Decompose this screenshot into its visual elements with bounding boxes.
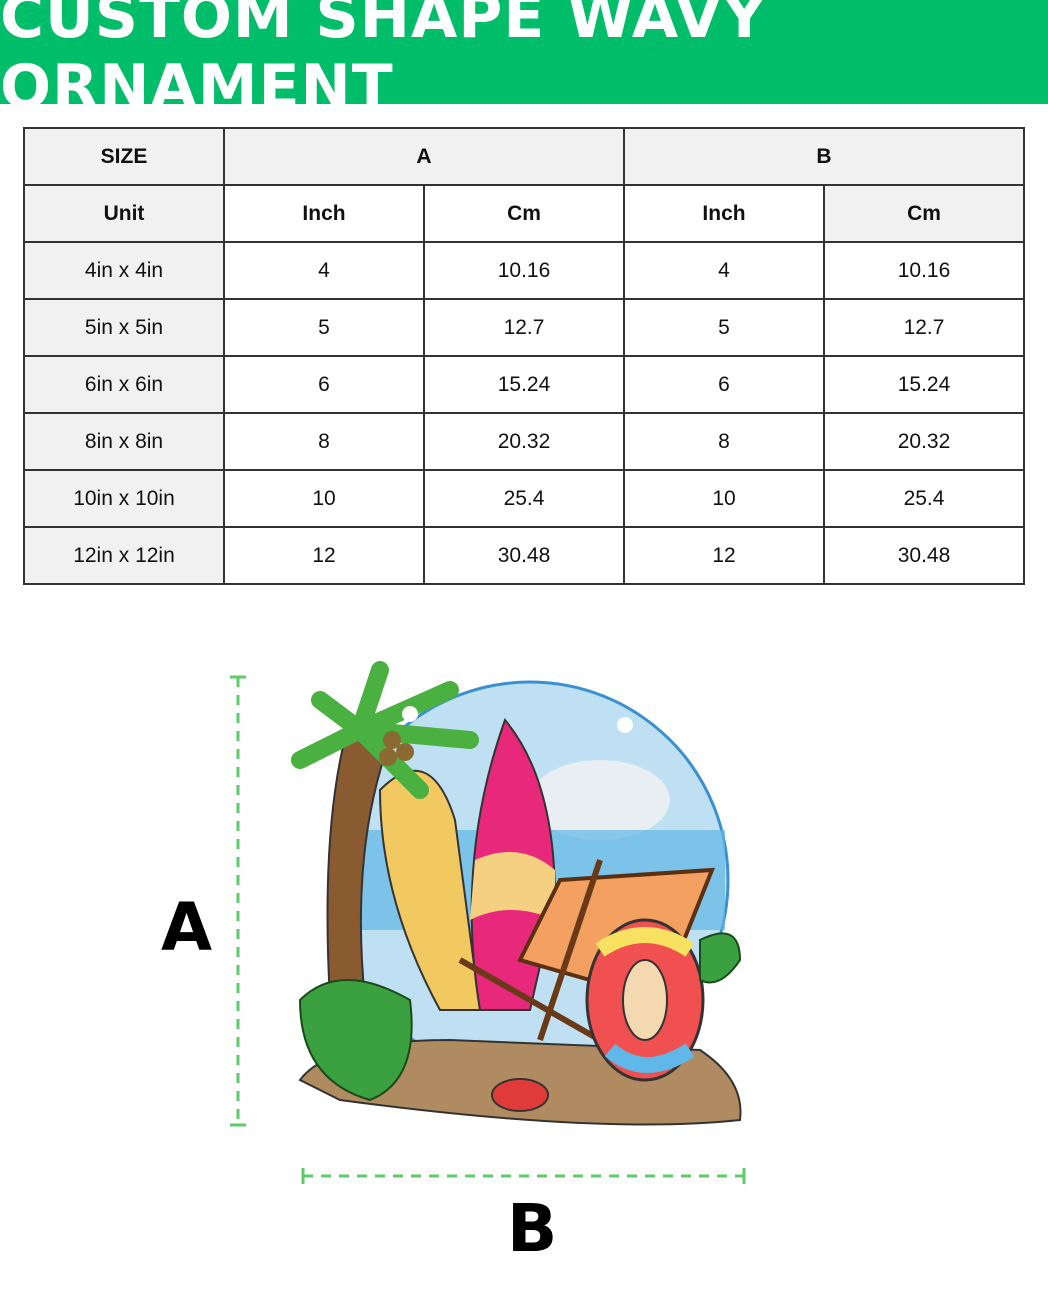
cell-b-inch: 5 (623, 298, 825, 357)
cell-a-inch: 12 (223, 526, 425, 585)
cell-a-inch: 6 (223, 355, 425, 414)
cell-size: 8in x 8in (23, 412, 225, 471)
cell-a-cm: 12.7 (423, 298, 625, 357)
page-title: CUSTOM SHAPE WAVY ORNAMENT (0, 0, 767, 122)
cell-a-cm: 25.4 (423, 469, 625, 528)
ornament-image (291, 661, 742, 1126)
unit-b-inch: Inch (623, 184, 825, 243)
cell-b-cm: 15.24 (823, 355, 1025, 414)
cell-b-inch: 12 (623, 526, 825, 585)
cell-size: 10in x 10in (23, 469, 225, 528)
dimension-b-line (301, 1168, 746, 1184)
cell-a-inch: 10 (223, 469, 425, 528)
cell-b-inch: 10 (623, 469, 825, 528)
cell-b-cm: 20.32 (823, 412, 1025, 471)
table-row: 10in x 10in 10 25.4 10 25.4 (23, 469, 1025, 528)
unit-a-cm: Cm (423, 184, 625, 243)
cell-a-cm: 30.48 (423, 526, 625, 585)
cell-a-cm: 20.32 (423, 412, 625, 471)
cell-b-cm: 30.48 (823, 526, 1025, 585)
unit-label: Unit (23, 184, 225, 243)
size-table: SIZE A B Unit Inch Cm Inch Cm 4in x 4in 4… (23, 127, 1025, 585)
header-b: B (623, 127, 1025, 186)
unit-a-inch: Inch (223, 184, 425, 243)
table-row: 4in x 4in 4 10.16 4 10.16 (23, 241, 1025, 300)
cell-a-inch: 5 (223, 298, 425, 357)
dimension-a-line (230, 675, 246, 1127)
cell-a-cm: 15.24 (423, 355, 625, 414)
cell-a-inch: 4 (223, 241, 425, 300)
table-row: 12in x 12in 12 30.48 12 30.48 (23, 526, 1025, 585)
header-size: SIZE (23, 127, 225, 186)
table-unit-row: Unit Inch Cm Inch Cm (23, 184, 1025, 243)
unit-b-cm: Cm (823, 184, 1025, 243)
cell-b-cm: 25.4 (823, 469, 1025, 528)
dimension-b-label: B (507, 1190, 558, 1267)
header-a: A (223, 127, 625, 186)
cell-b-cm: 12.7 (823, 298, 1025, 357)
table-header-row: SIZE A B (23, 127, 1025, 186)
cell-b-inch: 6 (623, 355, 825, 414)
table-row: 6in x 6in 6 15.24 6 15.24 (23, 355, 1025, 414)
cell-size: 12in x 12in (23, 526, 225, 585)
cell-size: 4in x 4in (23, 241, 225, 300)
table-row: 8in x 8in 8 20.32 8 20.32 (23, 412, 1025, 471)
dimension-a-label: A (161, 889, 213, 966)
cell-b-cm: 10.16 (823, 241, 1025, 300)
cell-b-inch: 4 (623, 241, 825, 300)
cell-a-inch: 8 (223, 412, 425, 471)
cell-size: 6in x 6in (23, 355, 225, 414)
title-banner: CUSTOM SHAPE WAVY ORNAMENT (0, 0, 1048, 122)
table-row: 5in x 5in 5 12.7 5 12.7 (23, 298, 1025, 357)
cell-a-cm: 10.16 (423, 241, 625, 300)
cell-size: 5in x 5in (23, 298, 225, 357)
cell-b-inch: 8 (623, 412, 825, 471)
